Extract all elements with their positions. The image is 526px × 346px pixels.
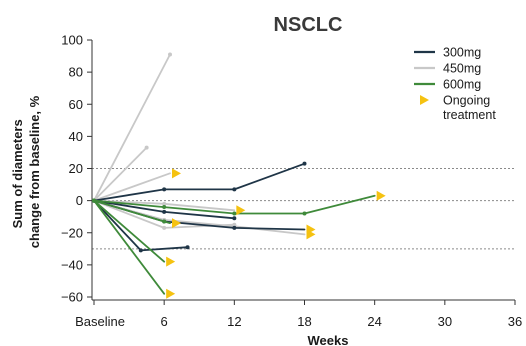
ongoing-markers — [166, 168, 386, 299]
y-tick-label: −40 — [61, 257, 83, 272]
y-tick-label: 40 — [69, 129, 83, 144]
data-point — [138, 248, 143, 253]
data-point — [232, 211, 237, 216]
y-axis-label-line-1: Sum of diameters — [10, 119, 25, 228]
series-line-450mg — [93, 146, 148, 202]
x-tick-label: 6 — [161, 314, 168, 329]
data-point — [232, 216, 237, 221]
data-point — [162, 201, 167, 206]
x-axis-label: Weeks — [308, 333, 349, 346]
x-tick-label: 18 — [297, 314, 311, 329]
y-axis-label-line-2: change from baseline, % — [27, 95, 42, 248]
reference-lines — [92, 168, 515, 250]
ongoing-treatment-marker — [236, 205, 246, 216]
y-tick-label: 100 — [61, 33, 83, 48]
ongoing-treatment-marker — [166, 288, 176, 299]
series-line-600mg — [93, 199, 166, 295]
y-tick-label: 80 — [69, 65, 83, 80]
chart-title: NSCLC — [274, 14, 343, 36]
y-tick-label: 20 — [69, 161, 83, 176]
series-line-450mg — [93, 53, 171, 202]
x-tick-label: 36 — [508, 314, 522, 329]
data-point — [92, 198, 96, 203]
ongoing-treatment-marker — [172, 218, 182, 229]
data-point — [302, 211, 307, 216]
ongoing-treatment-marker — [376, 190, 386, 201]
legend-label: Ongoing — [443, 94, 490, 108]
y-tick-label: 0 — [76, 193, 83, 208]
data-point — [185, 245, 190, 250]
series-line-600mg — [93, 199, 166, 263]
ongoing-treatment-marker — [166, 256, 176, 267]
x-tick-label: Baseline — [75, 314, 125, 329]
x-tick-label: 24 — [367, 314, 381, 329]
ongoing-treatment-marker — [172, 168, 182, 179]
data-point — [162, 225, 167, 230]
ongoing-treatment-marker — [306, 224, 316, 235]
data-point — [302, 161, 307, 166]
y-tick-label: −20 — [61, 225, 83, 240]
series-line-300mg — [93, 162, 306, 202]
data-point — [232, 225, 237, 230]
x-axis-ticks: Baseline 6 12 18 24 30 36 — [75, 300, 522, 329]
y-tick-label: −60 — [61, 290, 83, 305]
data-series — [92, 52, 376, 295]
legend-label-line-2: treatment — [443, 108, 496, 122]
y-tick-label: 60 — [69, 97, 83, 112]
data-point — [168, 52, 173, 57]
y-axis-label: Sum of diameters change from baseline, % — [10, 95, 42, 248]
x-tick-label: 12 — [227, 314, 241, 329]
data-point — [232, 222, 237, 227]
y-axis-ticks: 100 80 60 40 20 0 −20 −40 −60 — [61, 33, 92, 305]
data-point — [162, 219, 167, 224]
data-point — [162, 205, 167, 210]
x-tick-label: 30 — [438, 314, 452, 329]
legend-label: 450mg — [443, 62, 481, 76]
legend-label: 600mg — [443, 78, 481, 92]
data-point — [232, 187, 237, 192]
legend-label: 300mg — [443, 46, 481, 60]
legend-swatch-ongoing — [420, 95, 429, 105]
data-point — [162, 187, 167, 192]
data-point — [144, 145, 149, 150]
data-point — [162, 209, 167, 214]
series-line-450mg — [93, 172, 171, 202]
